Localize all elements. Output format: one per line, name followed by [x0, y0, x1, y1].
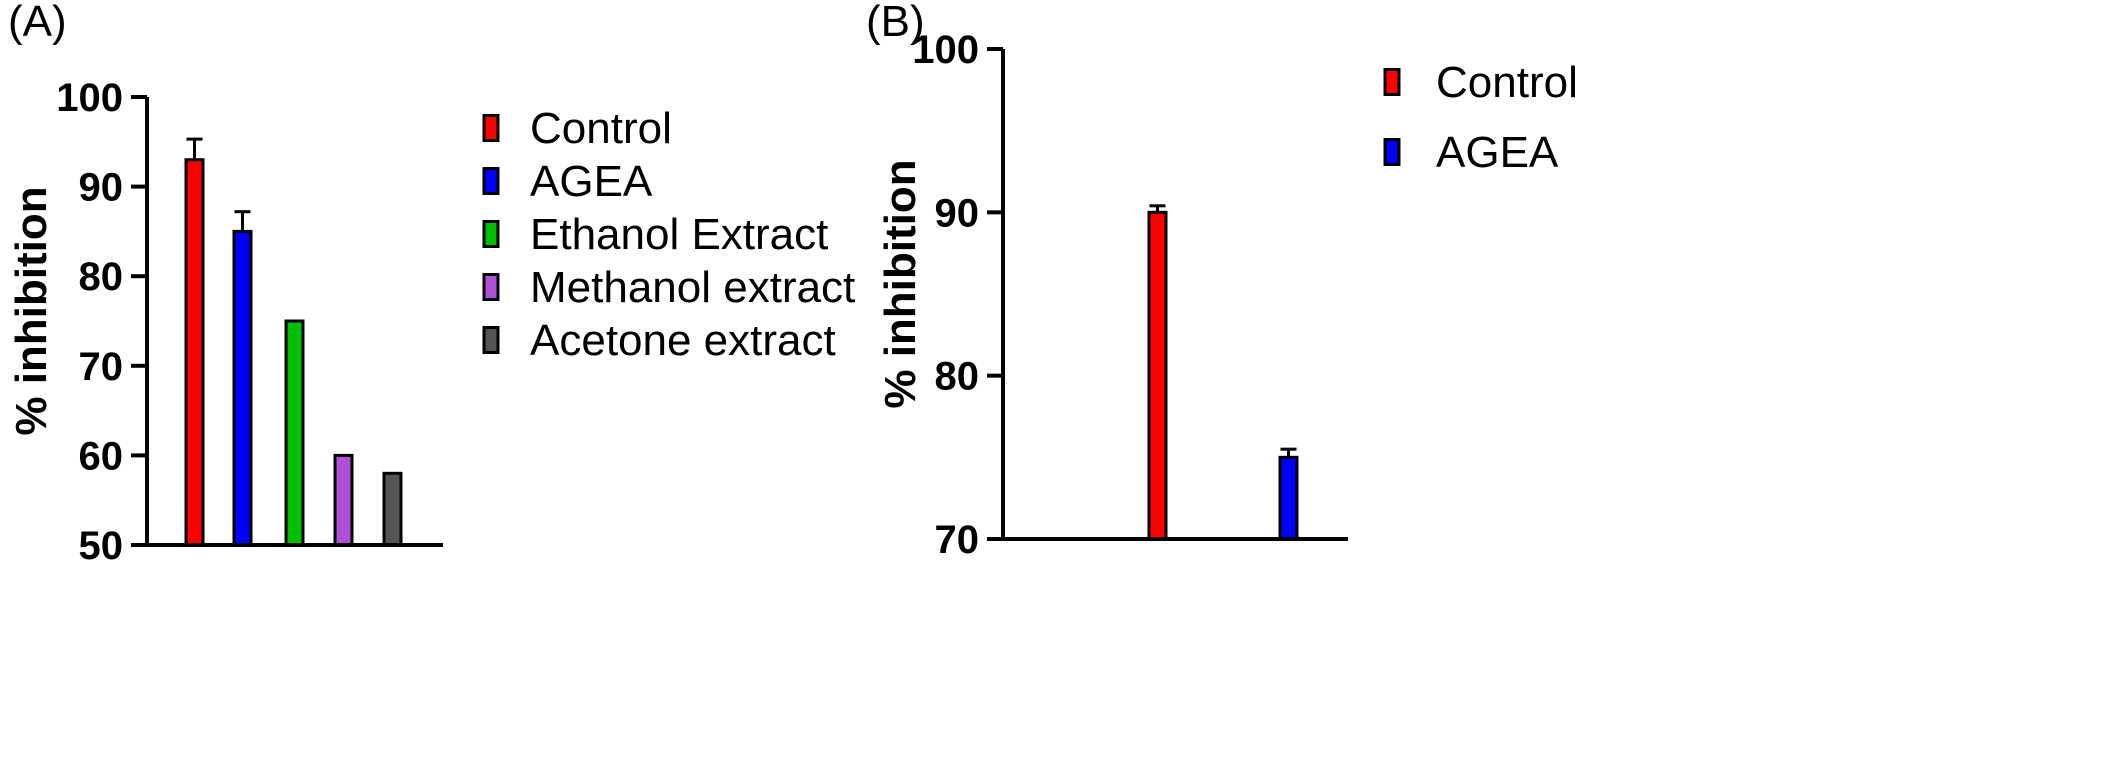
bar-control — [1147, 210, 1168, 541]
legend-label: AGEA — [530, 157, 653, 206]
y-tick-label: 100 — [56, 76, 123, 120]
y-tick-label: 60 — [79, 434, 124, 478]
panel-label: (A) — [8, 0, 67, 46]
y-axis-title: % inhibition — [7, 186, 56, 435]
panel-b: (B) % inhibition 70 80 90 100 Control AGEA — [866, 0, 1578, 562]
y-tick-label: 90 — [79, 166, 124, 210]
panel-label: (B) — [866, 0, 925, 46]
bar-agea — [1278, 455, 1299, 541]
legend-label: Control — [530, 104, 672, 153]
y-tick-label: 50 — [79, 524, 124, 568]
legend-label: Methanol extract — [530, 263, 855, 312]
y-tick-label: 80 — [935, 355, 980, 399]
legend-label: AGEA — [1436, 128, 1559, 177]
legend-swatch — [1383, 138, 1401, 166]
legend-swatch — [482, 220, 500, 248]
legend-swatch — [1383, 68, 1401, 96]
legend-label: Ethanol Extract — [530, 210, 828, 259]
y-tick-label: 90 — [935, 191, 980, 235]
legend-label: Acetone extract — [530, 316, 836, 365]
y-tick-label: 80 — [79, 255, 124, 299]
legend-swatch — [482, 114, 500, 142]
y-tick-label: 70 — [935, 518, 980, 562]
legend-swatch — [482, 167, 500, 195]
y-tick-label: 70 — [79, 345, 124, 389]
legend-label: Control — [1436, 58, 1578, 107]
y-tick-label: 100 — [912, 28, 979, 72]
bar-methanol-extract — [333, 453, 354, 547]
bar-ethanol-extract — [284, 319, 305, 547]
legend-swatch — [482, 326, 500, 354]
bar-control — [184, 158, 205, 547]
legend-swatch — [482, 273, 500, 301]
bar-acetone-extract — [382, 471, 403, 547]
bar-agea — [232, 229, 253, 547]
y-axis-title: % inhibition — [876, 159, 925, 408]
panel-a: (A) % inhibition 50 60 70 80 90 100 ControlAGEAE… — [7, 0, 855, 568]
